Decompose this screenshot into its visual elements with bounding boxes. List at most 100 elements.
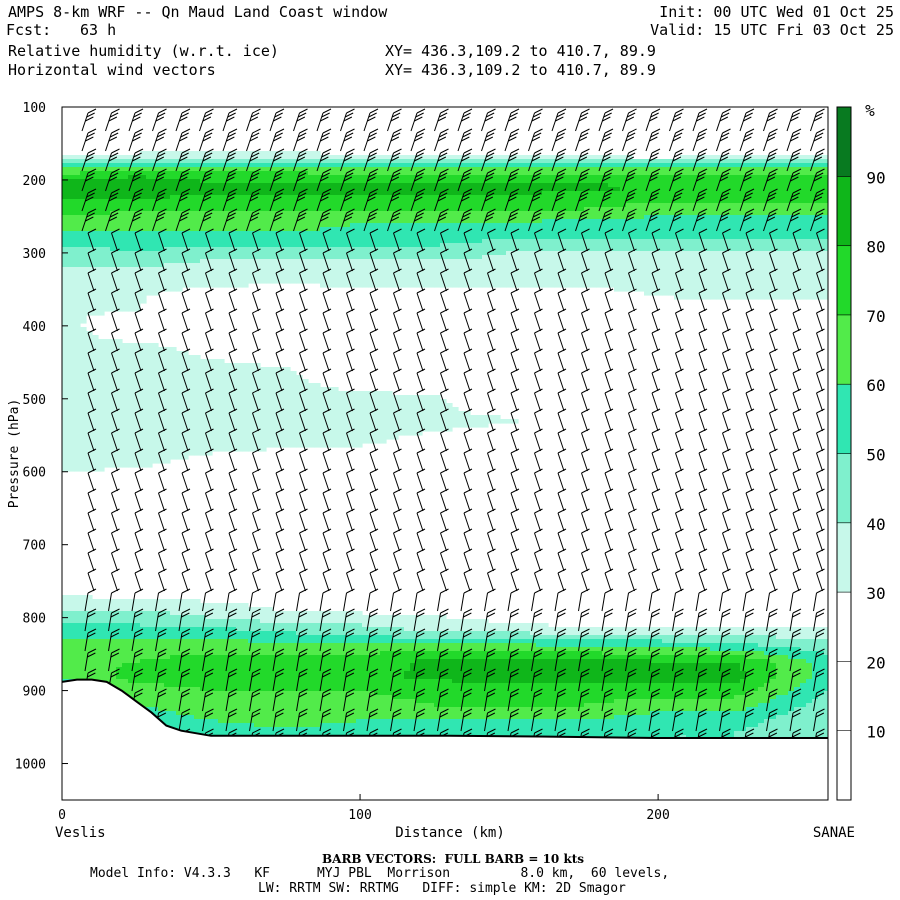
wind-barb-848 xyxy=(675,572,682,592)
colorbar-swatch xyxy=(837,522,851,593)
wind-barb-524 xyxy=(437,692,441,712)
wind-barb-199 xyxy=(222,132,230,152)
wind-barb-909 xyxy=(722,472,729,492)
colorbar-swatch xyxy=(837,592,851,662)
wind-barb-326 xyxy=(296,692,300,712)
wind-barb-750 xyxy=(601,592,606,612)
wind-barb-343 xyxy=(322,372,330,392)
wind-barb-910 xyxy=(722,492,729,512)
wind-barb-167 xyxy=(199,152,206,172)
terrain-line xyxy=(62,678,828,739)
wind-barb-1024 xyxy=(810,132,817,152)
wind-barb-172 xyxy=(205,252,212,272)
colorbar-label: 40 xyxy=(866,515,885,534)
wind-barb-9 xyxy=(87,292,95,312)
wind-barb-391 xyxy=(343,672,347,692)
wind-barb-507 xyxy=(440,352,447,372)
wind-barb-180 xyxy=(205,412,212,432)
wind-barb-584 xyxy=(487,572,494,592)
wind-barb-464 xyxy=(410,152,418,172)
wind-barb-280 xyxy=(275,432,283,452)
wind-barb-1009 xyxy=(792,492,800,512)
wind-barb-665 xyxy=(551,212,559,232)
wind-barb-508 xyxy=(440,372,447,392)
wind-barb-241 xyxy=(252,312,259,332)
wind-barb-728 xyxy=(598,152,606,172)
wind-barb-631 xyxy=(528,192,535,212)
wind-barb-56 xyxy=(111,572,118,592)
wind-barb-1018 xyxy=(789,672,794,692)
wind-barb-27 xyxy=(84,652,89,672)
wind-barb-779 xyxy=(628,512,635,532)
wind-barb-950 xyxy=(742,632,747,652)
wind-barb-647 xyxy=(534,512,541,532)
wind-barb-358 xyxy=(319,672,324,692)
wind-barb-755 xyxy=(601,692,606,712)
wind-barb-71 xyxy=(128,212,136,232)
wind-barb-816 xyxy=(648,592,653,612)
colorbar: 10 20 30 40 50 60 70 80 90% xyxy=(836,101,886,801)
wind-barb-76 xyxy=(134,312,142,332)
wind-barb-8 xyxy=(87,272,95,292)
wind-barb-259 xyxy=(249,672,253,692)
wind-barb-601 xyxy=(510,252,518,272)
wind-barb-535 xyxy=(463,252,471,272)
wind-barb-505 xyxy=(440,312,447,332)
wind-barb-953 xyxy=(742,692,747,712)
wind-barb-301 xyxy=(293,192,300,212)
wind-barb-705 xyxy=(581,352,588,372)
wind-barb-235 xyxy=(246,192,253,212)
wind-barb-888 xyxy=(695,712,700,732)
wind-barb-122 xyxy=(158,572,165,592)
wind-barb-1044 xyxy=(816,532,823,552)
wind-barb-250 xyxy=(252,492,259,512)
wind-barb-610 xyxy=(510,432,518,452)
wind-barb-595 xyxy=(504,132,512,152)
wind-barb-186 xyxy=(205,532,212,552)
wind-barb-714 xyxy=(581,532,588,552)
wind-barb-459 xyxy=(390,712,394,732)
wind-barb-849 xyxy=(672,592,676,612)
wind-barb-107 xyxy=(158,272,165,292)
wind-barb-178 xyxy=(205,372,212,392)
wind-barb-1040 xyxy=(816,452,823,472)
wind-barb-325 xyxy=(296,672,300,692)
y-tick-label: 200 xyxy=(23,174,46,189)
wind-barb-268 xyxy=(269,192,277,212)
wind-barb-45 xyxy=(111,352,118,372)
wind-barb-938 xyxy=(745,392,753,412)
wind-barb-80 xyxy=(134,392,142,412)
wind-barb-895 xyxy=(716,192,723,212)
wind-barb-765 xyxy=(628,232,635,252)
wind-barb-1045 xyxy=(816,552,823,572)
wind-barb-734 xyxy=(604,272,612,292)
wind-barb-784 xyxy=(625,612,629,632)
wind-barb-439 xyxy=(393,312,400,332)
xy-line-2: XY= 436.3,109.2 to 410.7, 89.9 xyxy=(385,61,656,79)
wind-barb-243 xyxy=(252,352,259,372)
wind-barb-219 xyxy=(228,532,236,552)
wind-barb-552 xyxy=(460,592,465,612)
wind-barb-249 xyxy=(252,472,259,492)
wind-barb-911 xyxy=(722,512,729,532)
wind-barb-309 xyxy=(299,352,306,372)
wind-barb-435 xyxy=(393,232,400,252)
wind-barb-303 xyxy=(299,232,306,252)
wind-barb-772 xyxy=(628,372,635,392)
wind-barb-491 xyxy=(413,692,418,712)
wind-barb-320 xyxy=(299,572,306,592)
wind-barb-356 xyxy=(319,632,324,652)
wind-barb-3 xyxy=(81,172,89,192)
wind-barb-108 xyxy=(158,292,165,312)
wind-barb-488 xyxy=(413,632,418,652)
wind-barb-735 xyxy=(604,292,612,312)
colorbar-label: 30 xyxy=(866,584,885,603)
wind-barb-833 xyxy=(675,272,682,292)
wind-barb-368 xyxy=(340,212,347,232)
wind-barb-438 xyxy=(393,292,400,312)
wind-barb-201 xyxy=(222,172,230,192)
wind-barb-39 xyxy=(111,232,118,252)
wind-barb-541 xyxy=(463,372,471,392)
wind-barb-342 xyxy=(322,352,330,372)
wind-barb-311 xyxy=(299,392,306,412)
